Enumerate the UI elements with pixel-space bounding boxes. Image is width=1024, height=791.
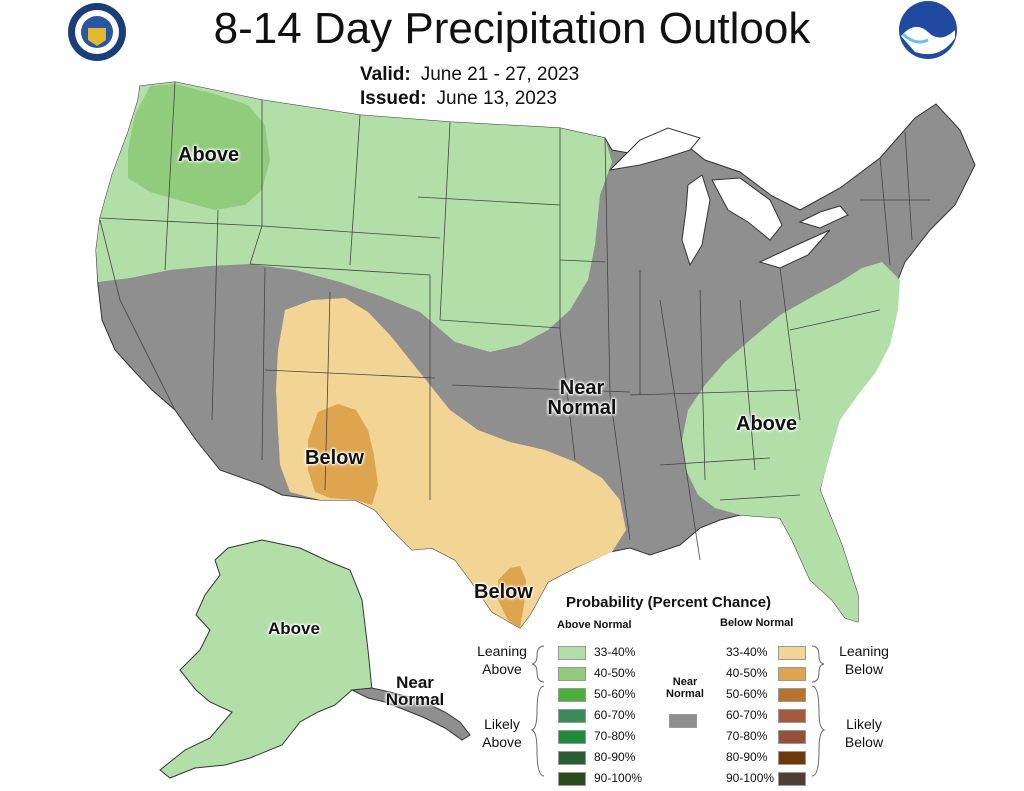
legend-below-label-5: 80-90% — [726, 750, 768, 764]
leaning-below-line1: Leaning — [839, 643, 889, 659]
legend-below-header: Below Normal — [720, 617, 794, 629]
legend-below-swatch-0 — [778, 646, 806, 660]
legend-below-label-2: 50-60% — [726, 687, 768, 701]
legend-near-line1: Near — [672, 676, 698, 688]
legend-below-label-0: 33-40% — [726, 645, 768, 659]
likely-below-line2: Below — [844, 733, 884, 750]
legend-above-label-2: 50-60% — [594, 687, 636, 701]
valid-dates: Valid: June 21 - 27, 2023 — [360, 64, 579, 86]
likely-above-line2: Above — [482, 733, 522, 750]
alaska-above — [159, 539, 373, 779]
leaning-below-line2: Below — [844, 660, 884, 677]
se-above-33-40 — [682, 262, 900, 622]
legend-below-swatch-3 — [778, 709, 806, 723]
legend-likely-above: Likely Above — [470, 716, 534, 751]
legend-above-label-1: 40-50% — [594, 666, 636, 680]
legend-above-label-0: 33-40% — [594, 645, 636, 659]
legend-above-label-6: 90-100% — [594, 771, 643, 785]
valid-label: Valid: — [360, 64, 411, 85]
ak-near-line2: Normal — [385, 690, 445, 709]
likely-below-line1: Likely — [846, 716, 882, 732]
label-ak-near-normal: Near Normal — [378, 674, 452, 708]
legend-above-swatch-1 — [558, 667, 586, 681]
legend-above-label-4: 70-80% — [594, 729, 636, 743]
legend-above-label-3: 60-70% — [594, 708, 636, 722]
legend-near-line2: Normal — [666, 688, 704, 700]
legend-below-swatch-1 — [778, 667, 806, 681]
page-title: 8-14 Day Precipitation Outlook — [213, 4, 811, 53]
legend-below-swatch-2 — [778, 688, 806, 702]
legend-above-swatch-5 — [558, 751, 586, 765]
issued-label: Issued: — [360, 88, 427, 109]
legend-below-swatch-5 — [778, 751, 806, 765]
legend-above-header: Above Normal — [557, 619, 632, 631]
nw-above-40-50 — [128, 84, 270, 210]
sw-below-33-40 — [276, 298, 626, 628]
legend-above-swatch-2 — [558, 688, 586, 702]
label-near-normal: Near Normal — [532, 378, 632, 418]
valid-value: June 21 - 27, 2023 — [420, 64, 580, 85]
leaning-above-line2: Above — [482, 660, 522, 677]
noaa-logo-icon — [899, 1, 957, 59]
legend-likely-below: Likely Below — [832, 716, 896, 751]
legend-near-header: Near Normal — [658, 676, 712, 700]
label-tx-below: Below — [474, 581, 533, 603]
legend-below-label-3: 60-70% — [726, 708, 768, 722]
state-lines — [99, 81, 930, 561]
ak-near-line1: Near — [396, 673, 434, 692]
great-lakes — [608, 127, 849, 269]
issued-value: June 13, 2023 — [436, 88, 557, 109]
label-ak-above: Above — [268, 619, 320, 638]
legend-above-swatch-3 — [558, 709, 586, 723]
legend-below-label-4: 70-80% — [726, 729, 768, 743]
legend-above-label-5: 80-90% — [594, 750, 636, 764]
legend-below-label-6: 90-100% — [726, 771, 775, 785]
leaning-above-line1: Leaning — [477, 643, 527, 659]
likely-above-line1: Likely — [484, 716, 520, 732]
near-line2: Normal — [547, 397, 617, 419]
issued-date: Issued: June 13, 2023 — [360, 88, 557, 110]
label-sw-below: Below — [305, 447, 364, 469]
legend-above-swatch-6 — [558, 772, 586, 786]
label-se-above: Above — [736, 413, 798, 435]
label-nw-above: Above — [178, 144, 240, 166]
alaska-panhandle-near-normal — [350, 687, 471, 741]
legend-leaning-above: Leaning Above — [470, 643, 534, 678]
near-line1: Near — [559, 377, 605, 399]
legend-below-label-1: 40-50% — [726, 666, 768, 680]
legend-below-swatch-6 — [778, 772, 806, 786]
legend-below-swatch-4 — [778, 730, 806, 744]
tx-below-40-50 — [498, 566, 526, 628]
legend-above-swatch-0 — [558, 646, 586, 660]
legend-above-swatch-4 — [558, 730, 586, 744]
doc-seal-icon — [68, 3, 126, 61]
legend-leaning-below: Leaning Below — [832, 643, 896, 678]
legend-near-swatch — [669, 714, 697, 728]
legend-title: Probability (Percent Chance) — [566, 594, 772, 611]
